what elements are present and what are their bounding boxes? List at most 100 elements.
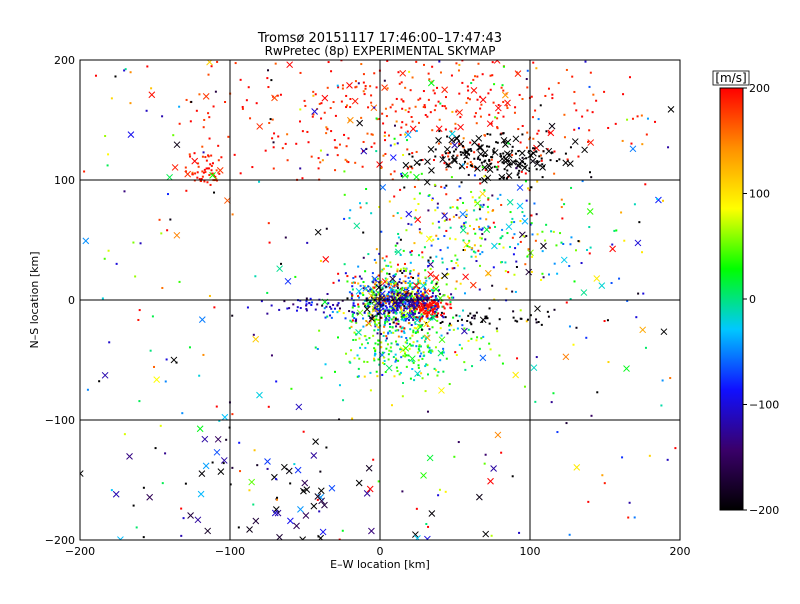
data-point-dot bbox=[245, 99, 248, 102]
data-point-x bbox=[363, 490, 371, 497]
data-point-dot bbox=[83, 170, 86, 173]
data-point-dot bbox=[425, 363, 428, 366]
data-point-dot bbox=[394, 329, 397, 332]
data-point-dot bbox=[210, 154, 213, 157]
data-point-x bbox=[355, 479, 363, 487]
data-point-dot bbox=[410, 250, 413, 253]
data-point-dot bbox=[385, 306, 388, 309]
data-point-dot bbox=[596, 391, 599, 394]
data-point-dot bbox=[544, 94, 547, 97]
data-point-dot bbox=[326, 128, 329, 131]
data-point-dot bbox=[403, 262, 406, 265]
data-point-dot bbox=[404, 269, 407, 272]
data-point-dot bbox=[588, 85, 591, 88]
data-point-dot bbox=[425, 279, 428, 282]
data-point-x bbox=[521, 164, 529, 172]
data-point-dot bbox=[482, 203, 485, 206]
data-point-dot bbox=[511, 145, 514, 148]
data-point-dot bbox=[276, 94, 279, 97]
data-point-dot bbox=[398, 296, 401, 299]
data-point-dot bbox=[386, 295, 389, 298]
colorbar-tick-label: 100 bbox=[749, 188, 770, 201]
data-point-dot bbox=[442, 351, 445, 354]
data-point-dot bbox=[361, 343, 364, 346]
data-point-dot bbox=[455, 110, 458, 113]
data-point-dot bbox=[448, 383, 451, 386]
data-point-dot bbox=[463, 222, 466, 225]
data-point-x bbox=[363, 305, 371, 313]
data-point-dot bbox=[403, 318, 406, 321]
data-point-dot bbox=[427, 259, 430, 262]
data-point-dot bbox=[502, 65, 505, 68]
data-point-dot bbox=[220, 156, 223, 159]
data-point-dot bbox=[488, 145, 491, 148]
data-point-dot bbox=[455, 261, 458, 264]
data-point-dot bbox=[501, 261, 504, 264]
data-point-dot bbox=[272, 167, 275, 170]
data-point-dot bbox=[406, 167, 409, 170]
data-point-dot bbox=[497, 161, 500, 164]
data-point-dot bbox=[438, 118, 441, 121]
data-point-dot bbox=[445, 302, 448, 305]
data-point-dot bbox=[430, 295, 433, 298]
data-point-dot bbox=[286, 133, 289, 136]
data-point-dot bbox=[392, 311, 395, 314]
data-point-dot bbox=[384, 300, 387, 303]
data-point-dot bbox=[325, 132, 328, 135]
data-point-dot bbox=[420, 337, 423, 340]
data-point-dot bbox=[208, 294, 211, 297]
data-point-dot bbox=[503, 140, 506, 143]
data-point-dot bbox=[553, 308, 556, 311]
data-point-dot bbox=[373, 258, 376, 261]
data-point-x bbox=[505, 161, 512, 169]
data-point-dot bbox=[181, 412, 184, 415]
data-point-dot bbox=[468, 98, 471, 101]
data-point-dot bbox=[517, 243, 520, 246]
data-point-dot bbox=[473, 317, 476, 320]
data-point-dot bbox=[603, 320, 606, 323]
data-point-dot bbox=[281, 147, 284, 150]
data-point-dot bbox=[392, 301, 395, 304]
data-point-dot bbox=[247, 86, 250, 89]
data-point-dot bbox=[626, 118, 629, 121]
data-point-x bbox=[634, 239, 642, 247]
data-point-dot bbox=[563, 113, 566, 116]
data-point-dot bbox=[142, 536, 145, 539]
data-point-dot bbox=[470, 337, 473, 340]
data-point-dot bbox=[441, 154, 444, 157]
data-point-x bbox=[537, 140, 544, 148]
data-point-dot bbox=[94, 74, 97, 77]
data-point-dot bbox=[137, 318, 140, 321]
data-point-dot bbox=[432, 238, 435, 241]
data-point-dot bbox=[428, 289, 431, 292]
data-point-dot bbox=[589, 71, 592, 74]
data-point-dot bbox=[628, 501, 631, 504]
data-point-dot bbox=[349, 98, 352, 101]
data-point-dot bbox=[440, 185, 443, 188]
data-point-dot bbox=[387, 310, 390, 313]
data-point-dot bbox=[358, 296, 361, 299]
colorbar-tick-label: −200 bbox=[749, 504, 779, 517]
data-point-dot bbox=[419, 355, 422, 358]
data-point-x bbox=[429, 314, 437, 321]
data-point-dot bbox=[411, 76, 414, 79]
data-point-dot bbox=[418, 192, 421, 195]
data-point-x bbox=[311, 108, 318, 115]
data-point-dot bbox=[319, 259, 322, 262]
data-point-dot bbox=[366, 132, 369, 135]
data-point-dot bbox=[369, 302, 372, 305]
data-point-dot bbox=[335, 146, 338, 149]
data-point-dot bbox=[460, 225, 463, 228]
data-point-dot bbox=[249, 117, 252, 120]
data-point-dot bbox=[412, 313, 415, 316]
data-point-dot bbox=[359, 206, 362, 209]
data-point-dot bbox=[637, 292, 640, 295]
data-point-dot bbox=[376, 375, 379, 378]
data-point-dot bbox=[417, 359, 420, 362]
data-point-dot bbox=[429, 267, 432, 270]
data-point-dot bbox=[399, 238, 402, 241]
data-point-x bbox=[562, 353, 570, 361]
data-point-dot bbox=[556, 272, 559, 275]
data-point-dot bbox=[644, 183, 647, 186]
data-point-dot bbox=[132, 504, 135, 507]
